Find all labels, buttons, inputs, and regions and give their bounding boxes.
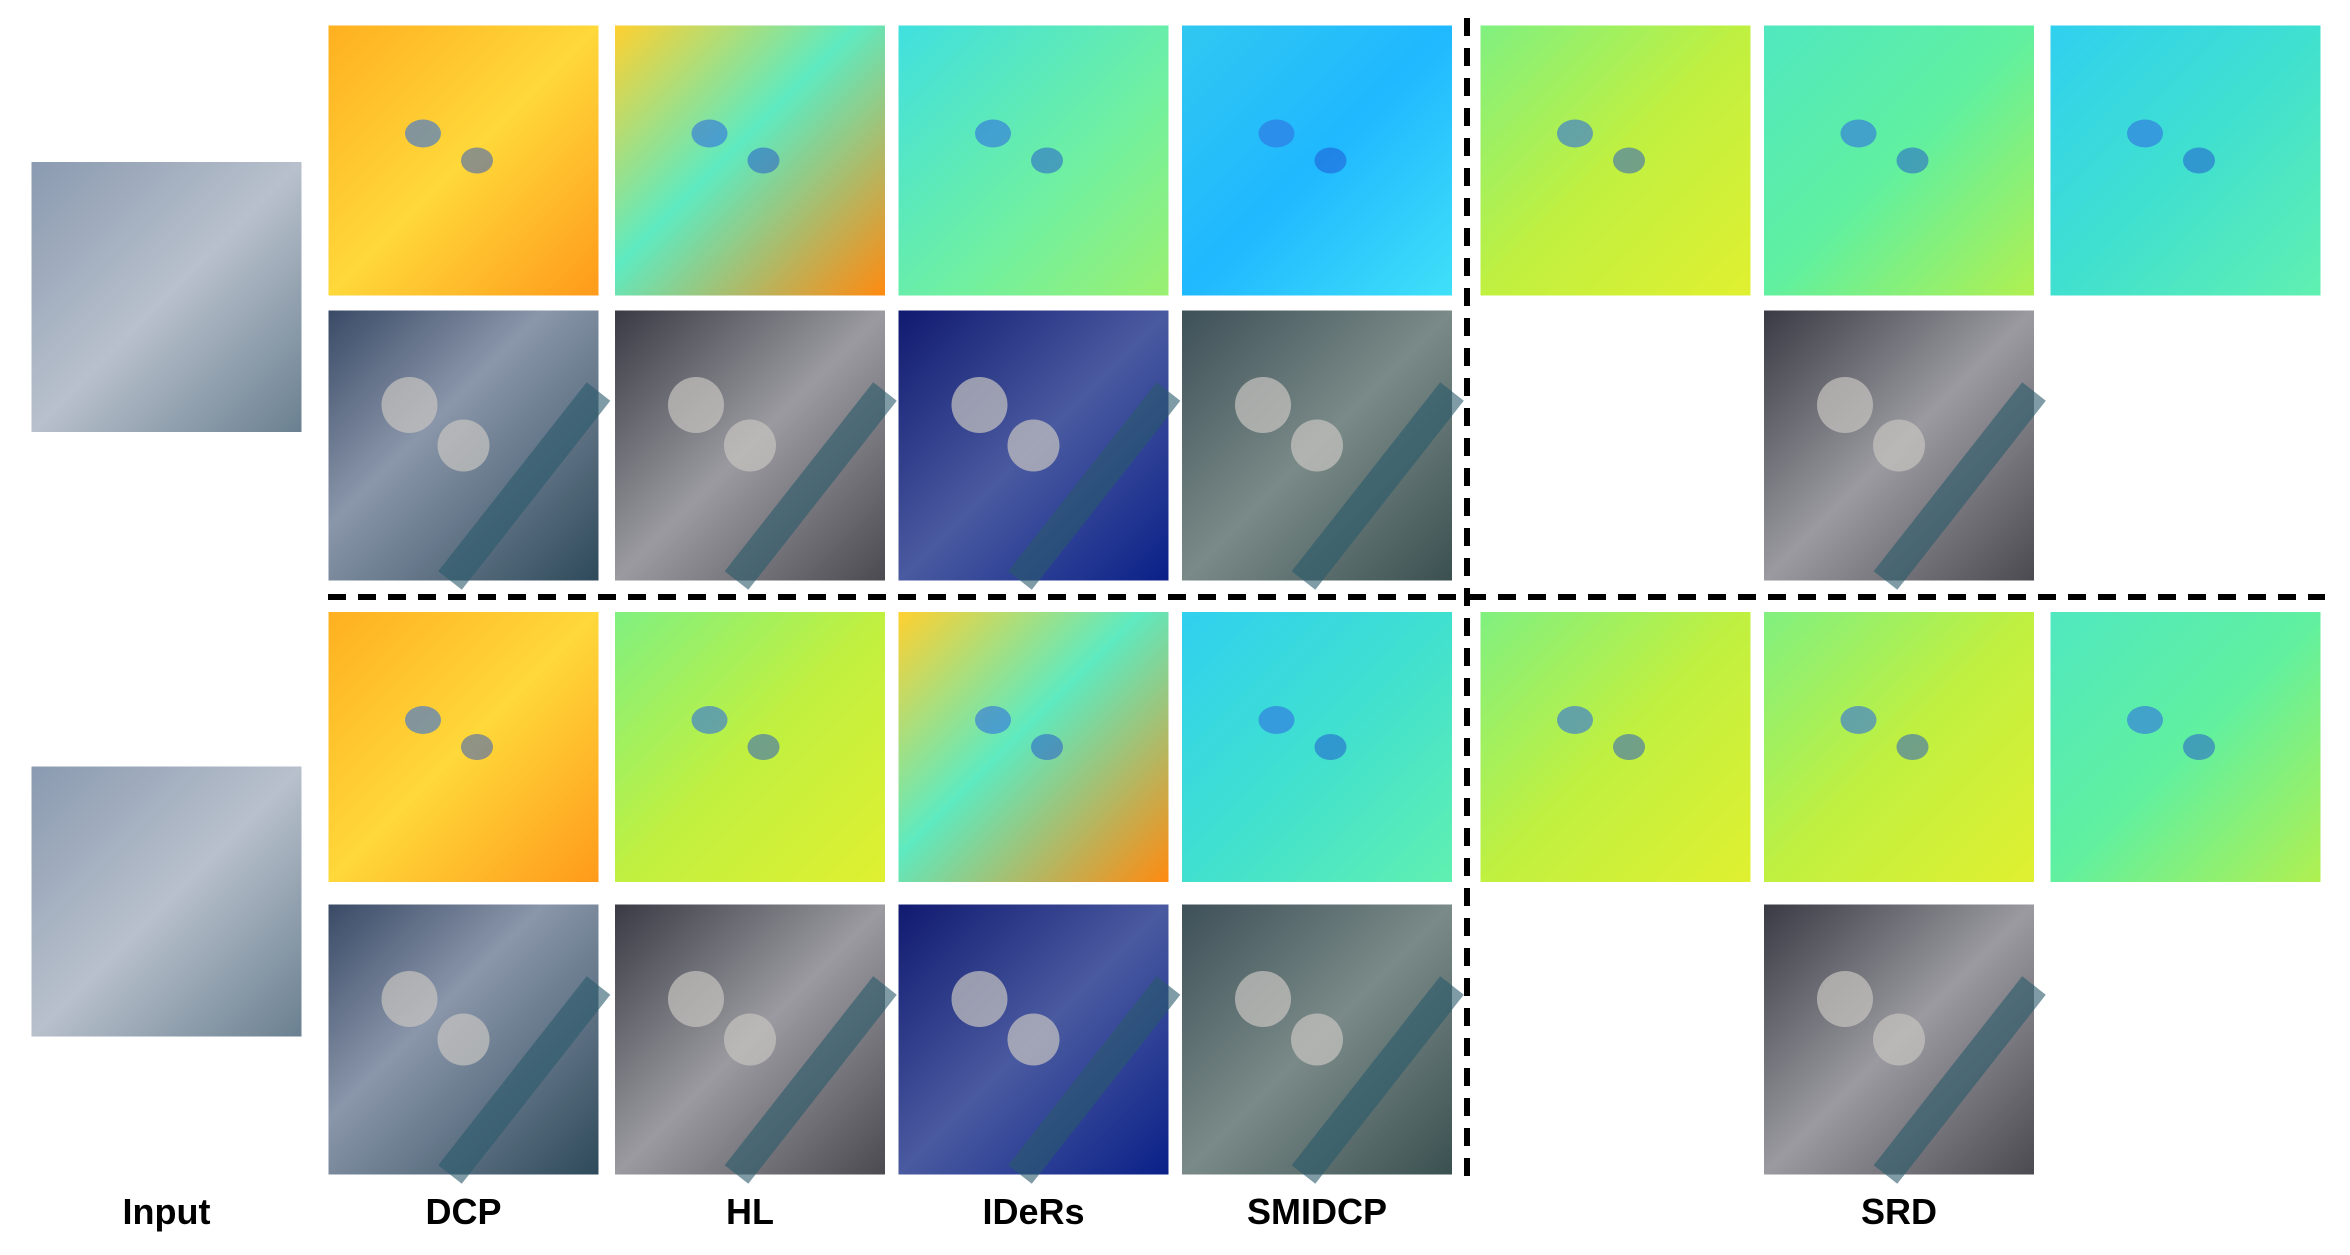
structure [381,377,438,433]
column-label: SRD [1861,1191,1937,1232]
structure [1235,971,1291,1027]
depth-blob [747,147,780,174]
depth-blob [2183,147,2215,174]
input-image [31,162,302,432]
depth-blob [1840,706,1877,734]
column-label: HL [726,1191,774,1232]
depth-blob [1314,147,1347,174]
depth-blob [1031,147,1063,174]
depth-blob [1557,706,1593,734]
river [724,976,897,1184]
depth-blob [1896,734,1929,760]
depth-blob [1557,119,1593,148]
depth-blob [461,734,493,760]
structure [951,971,1008,1027]
river [438,382,611,590]
depth-blob [1258,119,1295,148]
structure [1007,1013,1060,1066]
structure [724,419,776,472]
depth-blob [405,119,441,148]
river [1873,976,2046,1184]
structure [1873,419,1925,472]
structure [951,377,1008,433]
depth-blob [975,706,1011,734]
column-label: SMIDCP [1247,1191,1387,1232]
depth-blob [2127,119,2163,148]
river [1873,382,2046,590]
depth-blob [975,119,1011,148]
column-label: DCP [425,1191,501,1232]
depth-blob [691,706,728,734]
structure [1817,377,1873,433]
structure [1235,377,1291,433]
structure [1291,419,1343,472]
structure [437,1013,490,1066]
depth-blob [1258,706,1295,734]
river [1008,382,1181,590]
input-image [31,766,302,1037]
structure [381,971,438,1027]
structure [1291,1013,1343,1066]
structure [1873,1013,1925,1066]
river [1008,976,1181,1184]
depth-blob [1031,734,1063,760]
structure [668,377,724,433]
depth-blob [2183,734,2215,760]
structure [668,971,724,1027]
column-label: IDeRs [982,1191,1084,1232]
structure [437,419,490,472]
depth-blob [691,119,728,148]
depth-blob [1613,147,1645,174]
depth-blob [747,734,780,760]
depth-blob [461,147,493,174]
depth-blob [1840,119,1877,148]
depth-blob [1613,734,1645,760]
depth-blob [405,706,441,734]
depth-blob [1314,734,1347,760]
structure [1817,971,1873,1027]
depth-blob [1896,147,1929,174]
column-label: Input [123,1191,211,1232]
river [1291,382,1464,590]
structure [724,1013,776,1066]
structure [1007,419,1060,472]
depth-blob [2127,706,2163,734]
river [438,976,611,1184]
river [1291,976,1464,1184]
river [724,382,897,590]
